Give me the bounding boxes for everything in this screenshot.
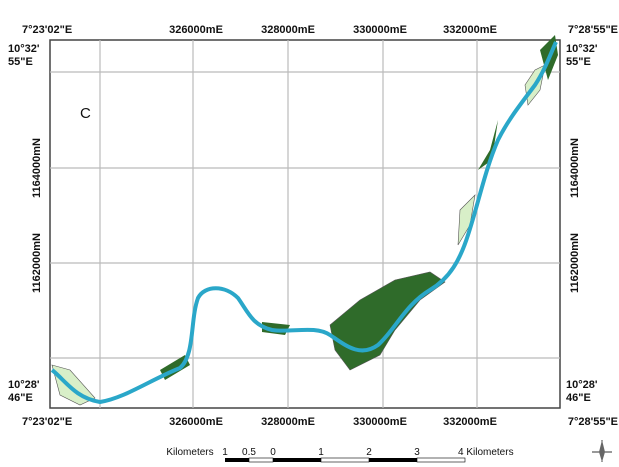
scale-label: 1 <box>222 447 228 458</box>
easting-label: 330000mE <box>353 416 407 428</box>
scale-bar <box>225 458 465 462</box>
easting-label: 330000mE <box>353 24 407 36</box>
north-arrow <box>592 440 612 462</box>
corner-label: 7°28'55"E <box>568 24 618 36</box>
lat-label: 10°28' <box>566 379 598 391</box>
scale-label: 1 <box>318 447 324 458</box>
lat-label: 46"E <box>8 392 33 404</box>
lat-label: 55"E <box>8 56 33 68</box>
map: C 7°23'02"E 7°28'55"E 7°23'02"E 7°28'55"E 10°… <box>0 0 619 467</box>
easting-label: 326000mE <box>169 416 223 428</box>
scale-label: 4 Kilometers <box>458 447 514 458</box>
panel-label: C <box>80 105 91 122</box>
northing-label: 1162000mN <box>31 233 43 293</box>
scale-label: 0 <box>270 447 276 458</box>
scale-label: 2 <box>366 447 372 458</box>
lat-label: 46"E <box>566 392 591 404</box>
scale-label: 0.5 <box>242 447 256 458</box>
northing-label: 1162000mN <box>569 233 581 293</box>
corner-label: 7°23'02"E <box>22 24 72 36</box>
lat-label: 10°32' <box>8 43 40 55</box>
northing-label: 1164000mN <box>569 138 581 198</box>
scale-label: Kilometers <box>166 447 213 458</box>
easting-label: 332000mE <box>443 24 497 36</box>
easting-label: 332000mE <box>443 416 497 428</box>
lat-label: 55"E <box>566 56 591 68</box>
corner-label: 7°23'02"E <box>22 416 72 428</box>
easting-label: 326000mE <box>169 24 223 36</box>
lat-label: 10°28' <box>8 379 40 391</box>
map-frame <box>50 40 560 408</box>
easting-label: 328000mE <box>261 416 315 428</box>
northing-label: 1164000mN <box>31 138 43 198</box>
easting-label: 328000mE <box>261 24 315 36</box>
scale-label: 3 <box>414 447 420 458</box>
corner-label: 7°28'55"E <box>568 416 618 428</box>
lat-label: 10°32' <box>566 43 598 55</box>
